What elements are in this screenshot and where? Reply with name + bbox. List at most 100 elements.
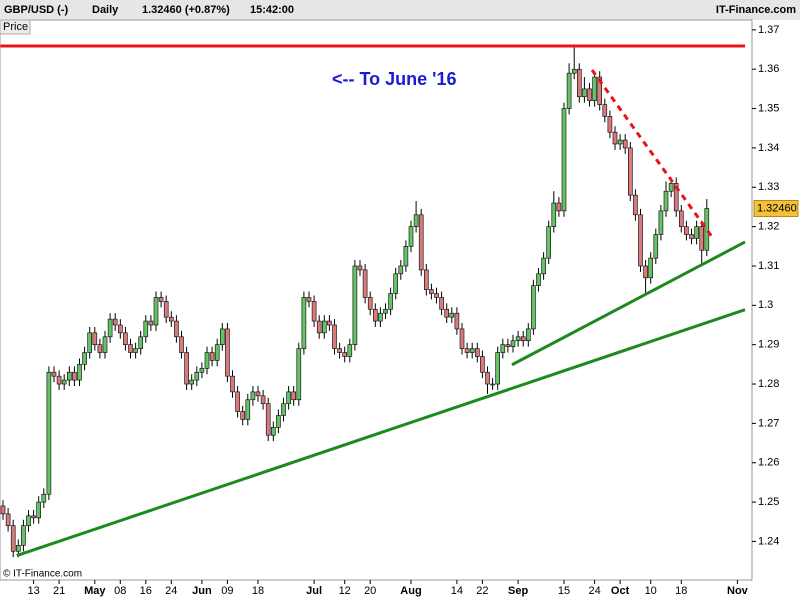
candle-body: [643, 265, 648, 279]
y-tick-label: 1.27: [758, 417, 779, 429]
candle-body: [592, 76, 597, 102]
candle-body: [10, 525, 16, 552]
header-bar: [0, 0, 800, 20]
candle-body: [367, 297, 373, 310]
candle-body: [67, 371, 72, 381]
candle-body: [684, 226, 689, 235]
symbol: GBP/USD (-): [4, 4, 69, 16]
candle-body: [296, 348, 302, 401]
candle-body: [41, 493, 47, 503]
candle-body: [566, 72, 572, 109]
candle-body: [459, 328, 465, 349]
candle-body: [77, 364, 82, 381]
axis-label-box: [0, 19, 31, 35]
candle-body: [179, 336, 184, 353]
candle-body: [169, 316, 174, 322]
candle-body: [673, 183, 679, 212]
candle-body: [464, 348, 470, 353]
y-tick-label: 1.26: [758, 457, 779, 469]
candle-body: [678, 210, 684, 227]
candle-body: [510, 340, 516, 347]
x-tick-label: 16: [140, 585, 152, 597]
y-tick-label: 1.36: [758, 63, 779, 75]
candle-body: [92, 332, 98, 345]
price-tag: 1.32460: [757, 202, 797, 214]
candle-body: [439, 297, 444, 310]
candle-body: [546, 226, 552, 259]
candle-body: [209, 352, 215, 361]
candle-body: [434, 293, 439, 298]
footer: © IT-Finance.com: [3, 569, 82, 580]
candle-body: [276, 415, 281, 428]
candle-body: [26, 515, 31, 526]
candle-body: [638, 214, 643, 267]
brand: IT-Finance.com: [716, 4, 796, 16]
candle-body: [301, 297, 307, 349]
candle-body: [622, 139, 628, 149]
candle-body: [587, 88, 592, 102]
trendline: [590, 69, 715, 239]
candle-body: [123, 332, 128, 345]
candle-body: [15, 545, 21, 552]
candle-body: [485, 371, 490, 385]
candle-body: [46, 371, 52, 495]
candle-body: [576, 68, 582, 98]
candle-body: [551, 202, 557, 227]
x-tick-label: 18: [252, 585, 264, 597]
candle-body: [556, 202, 562, 212]
candle-body: [327, 320, 332, 326]
candle-body: [143, 320, 149, 338]
candle-body: [490, 383, 495, 386]
candle-body: [204, 352, 210, 369]
candle-body: [250, 391, 256, 401]
candle-body: [87, 332, 92, 353]
x-tick-label: 15: [558, 585, 570, 597]
candle-body: [429, 289, 434, 294]
candle-body: [357, 265, 363, 271]
candle-body: [5, 513, 11, 526]
candle-body: [174, 320, 179, 338]
x-tick-label: Nov: [727, 585, 749, 597]
candle-body: [225, 328, 230, 377]
candle-body: [612, 131, 618, 145]
x-tick-label: 08: [114, 585, 126, 597]
candle-body: [469, 348, 475, 353]
candle-body: [571, 68, 577, 74]
candle-body: [520, 336, 526, 342]
candle-body: [633, 194, 638, 216]
candle-body: [316, 320, 322, 334]
x-tick-label: May: [84, 585, 106, 597]
x-tick-label: 24: [588, 585, 600, 597]
candle-body: [648, 257, 654, 279]
x-tick-label: 22: [476, 585, 488, 597]
candle-body: [128, 344, 133, 353]
annotation: <-- To June '16: [332, 69, 456, 89]
candle-body: [658, 210, 664, 235]
x-tick-label: 10: [645, 585, 657, 597]
x-tick-label: 18: [675, 585, 687, 597]
x-tick-label: Aug: [400, 585, 421, 597]
candle-body: [311, 301, 317, 322]
candle-body: [699, 226, 705, 251]
candle-body: [291, 391, 297, 401]
candle-body: [220, 328, 225, 345]
candle-body: [398, 265, 404, 275]
candle-body: [306, 297, 312, 302]
candle-body: [525, 328, 531, 342]
candle-body: [444, 308, 450, 318]
candle-body: [531, 285, 536, 330]
x-tick-label: Oct: [611, 585, 630, 597]
y-tick-label: 1.33: [758, 181, 779, 193]
candle-body: [118, 324, 123, 334]
candle-body: [408, 226, 414, 247]
candle-body: [342, 352, 348, 357]
candle-body: [474, 348, 480, 357]
candle-body: [102, 336, 108, 353]
y-tick-label: 1.32: [758, 221, 779, 233]
candle-body: [413, 214, 419, 227]
candle-body: [138, 336, 143, 349]
candle-body: [270, 427, 276, 436]
candle-body: [536, 273, 541, 286]
candle-body: [133, 348, 138, 353]
